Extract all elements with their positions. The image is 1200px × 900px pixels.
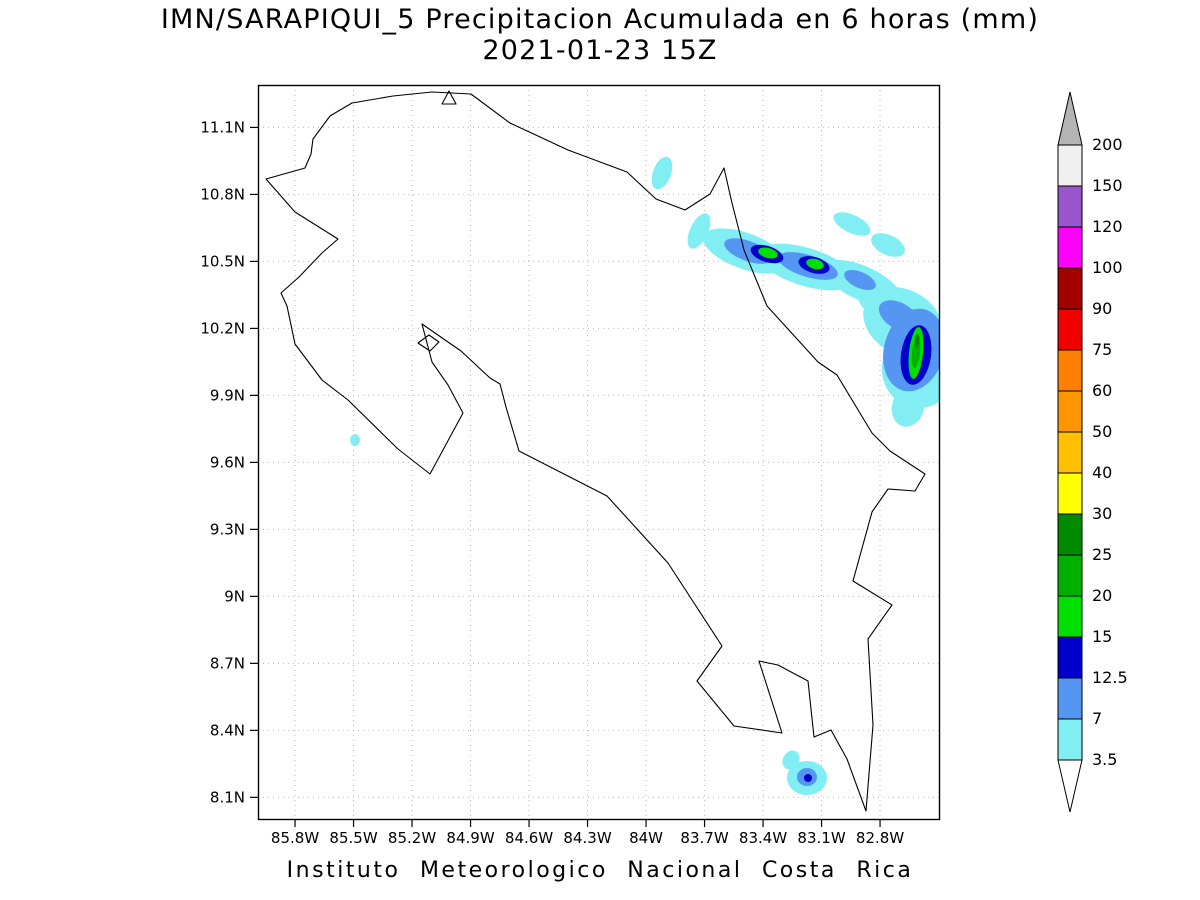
precip-level-3.5mm (350, 156, 940, 795)
x-tick-label: 84W (629, 829, 663, 847)
colorbar-segment (1057, 636, 1083, 679)
chart-title: IMN/SARAPIQUI_5 Precipitacion Acumulada … (160, 4, 1040, 35)
colorbar-level-label: 75 (1092, 340, 1112, 359)
colorbar-level-label: 30 (1092, 504, 1112, 523)
y-tick-label: 10.5N (200, 252, 245, 270)
y-tick-label: 8.1N (210, 788, 245, 806)
colorbar-level-label: 150 (1092, 176, 1123, 195)
lat-lon-gridlines (258, 85, 940, 820)
x-tick-label: 82.8W (856, 829, 904, 847)
colorbar-segment (1057, 308, 1083, 351)
precip-level-25mm (914, 334, 920, 348)
y-tick-label: 9.9N (210, 386, 245, 404)
x-tick-label: 84.9W (446, 829, 494, 847)
colorbar-segment (1057, 349, 1083, 392)
y-tick-label: 10.8N (200, 185, 245, 203)
y-tick-label: 11.1N (200, 118, 245, 136)
gulf-island (417, 334, 440, 352)
colorbar-segment (1057, 267, 1083, 310)
colorbar-segment (1057, 513, 1083, 556)
x-tick-label: 85.2W (388, 829, 436, 847)
colorbar-level-label: 20 (1092, 586, 1112, 605)
colorbar-segment (1057, 431, 1083, 474)
colorbar-level-label: 120 (1092, 217, 1123, 236)
colorbar-segment (1057, 390, 1083, 433)
colorbar-segment (1057, 595, 1083, 638)
colorbar-level-label: 15 (1092, 627, 1112, 646)
colorbar-segment (1057, 718, 1083, 761)
colorbar-segment (1057, 144, 1083, 187)
colorbar-level-label: 90 (1092, 299, 1112, 318)
colorbar: 3.5 7 12.5 15 20 25 30 40 50 60 75 90 100 120 150 200 (1057, 91, 1128, 813)
colorbar-level-label: 3.5 (1092, 750, 1117, 769)
colorbar-segment (1057, 472, 1083, 515)
x-tick-label: 83.4W (739, 829, 787, 847)
x-tick-label: 84.6W (505, 829, 553, 847)
colorbar-level-label: 7 (1092, 709, 1102, 728)
colorbar-level-label: 12.5 (1092, 668, 1128, 687)
colorbar-above-max-arrow (1057, 91, 1083, 146)
x-tick-label: 85.5W (329, 829, 377, 847)
colorbar-segment (1057, 554, 1083, 597)
precip-level-7mm (724, 238, 940, 786)
lake-island-triangle (441, 90, 457, 105)
y-tick-label: 8.7N (210, 654, 245, 672)
colorbar-level-label: 200 (1092, 135, 1123, 154)
colorbar-level-label: 50 (1092, 422, 1112, 441)
colorbar-level-label: 25 (1092, 545, 1112, 564)
colorbar-level-label: 40 (1092, 463, 1112, 482)
costa-rica-coastline (265, 91, 926, 812)
x-tick-label: 83.1W (797, 829, 845, 847)
colorbar-level-label: 100 (1092, 258, 1123, 277)
x-tick-label: 84.3W (563, 829, 611, 847)
y-tick-label: 9.6N (210, 453, 245, 471)
colorbar-below-min-arrow (1057, 759, 1083, 813)
y-tick-label: 9N (224, 587, 245, 605)
colorbar-segment (1057, 677, 1083, 720)
y-tick-label: 9.3N (210, 520, 245, 538)
colorbar-segment (1057, 185, 1083, 228)
chart-subtitle-datetime: 2021-01-23 15Z (482, 35, 718, 66)
plot-border (257, 84, 941, 821)
x-tick-label: 83.7W (680, 829, 728, 847)
source-caption: Instituto Meteorologico Nacional Costa R… (286, 858, 914, 883)
precipitation-shading (350, 156, 940, 795)
x-tick-label: 85.8W (271, 829, 319, 847)
colorbar-level-label: 60 (1092, 381, 1112, 400)
axis-tick-labels: 85.8W 85.5W 85.2W 84.9W 84.6W 84.3W 84W 83.7W 83… (200, 118, 904, 847)
y-tick-label: 10.2N (200, 319, 245, 337)
axis-ticks (250, 126, 881, 827)
colorbar-segment (1057, 226, 1083, 269)
y-tick-label: 8.4N (210, 721, 245, 739)
